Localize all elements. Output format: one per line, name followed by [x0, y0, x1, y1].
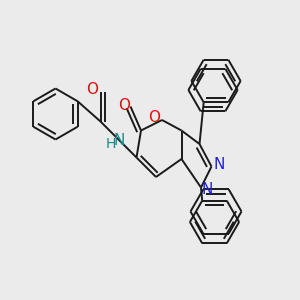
Text: N: N: [113, 133, 125, 148]
Text: N: N: [213, 157, 224, 172]
Text: N: N: [202, 182, 213, 196]
Text: H: H: [106, 137, 116, 151]
Text: O: O: [118, 98, 130, 113]
Text: O: O: [148, 110, 160, 125]
Text: O: O: [86, 82, 98, 98]
